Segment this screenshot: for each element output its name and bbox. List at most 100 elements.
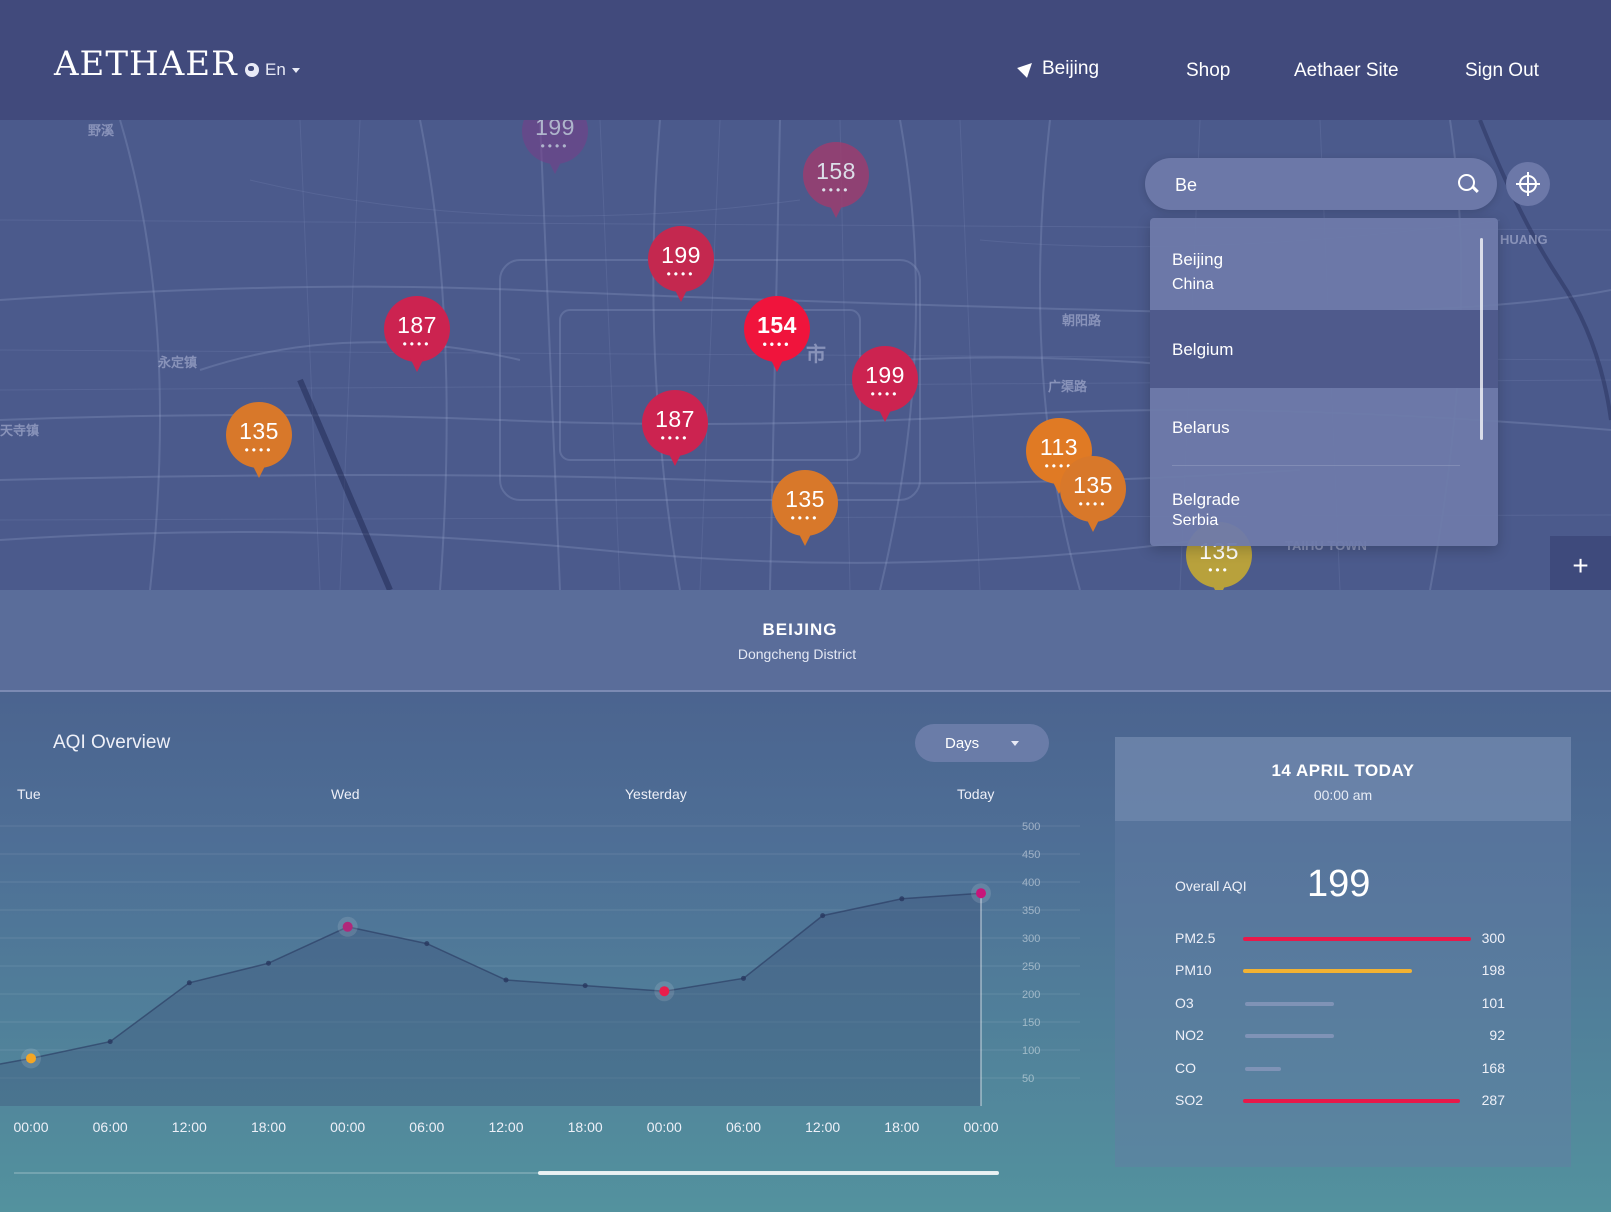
y-tick-label: 300 (1022, 933, 1040, 945)
aqi-pin[interactable]: 199 •••• (648, 226, 714, 302)
pollutant-name: NO2 (1175, 1027, 1204, 1044)
data-point[interactable] (820, 913, 826, 919)
data-point[interactable] (741, 975, 746, 981)
data-point[interactable] (107, 1039, 113, 1045)
pollutant-bar (1243, 969, 1412, 974)
nav-shop[interactable]: Shop (1186, 60, 1231, 81)
aqi-pin[interactable]: 135 •••• (226, 402, 292, 478)
time-tick-label: 00:00 (963, 1119, 998, 1135)
pollutant-bar (1243, 937, 1471, 941)
y-tick-label: 200 (1022, 989, 1040, 1001)
suggestions-scrollbar[interactable] (1480, 238, 1483, 440)
search-icon[interactable] (1458, 174, 1475, 191)
suggestion-item[interactable]: Belgrade Serbia (1150, 466, 1498, 546)
range-select-value: Days (945, 735, 980, 752)
aqi-pin[interactable]: 135 •••• (1060, 456, 1126, 532)
data-point[interactable] (582, 983, 588, 989)
suggestion-item-highlighted[interactable]: Belgium (1150, 310, 1498, 388)
pollutant-value: 198 (1481, 962, 1505, 979)
y-tick-label: 400 (1022, 877, 1040, 889)
y-tick-label: 500 (1022, 821, 1040, 833)
y-tick-label: 100 (1022, 1045, 1040, 1057)
y-tick-label: 450 (1022, 849, 1040, 861)
selected-location: BEIJING Dongcheng District (0, 590, 1611, 692)
y-tick-label: 250 (1022, 961, 1040, 973)
chevron-down-icon (1011, 741, 1019, 746)
city-search-box (1145, 158, 1497, 210)
nav-aethaer-site[interactable]: Aethaer Site (1294, 60, 1399, 81)
day-label: Yesterday (625, 786, 687, 802)
data-point[interactable] (899, 896, 905, 902)
y-tick-label: 150 (1022, 1017, 1040, 1029)
aqi-pin[interactable]: 187 •••• (384, 296, 450, 372)
time-tick-label: 12:00 (488, 1119, 523, 1135)
time-tick-label: 00:00 (647, 1119, 682, 1135)
aqi-detail-panel: 14 APRIL TODAY 00:00 am Overall AQI 199 … (1115, 737, 1571, 1167)
chart-scroll-thumb[interactable] (538, 1171, 999, 1175)
nav-sign-out[interactable]: Sign Out (1465, 60, 1539, 81)
highlight-point[interactable] (342, 921, 353, 932)
pollutant-name: PM10 (1175, 962, 1212, 979)
aqi-pin-selected[interactable]: 154 •••• (744, 296, 810, 372)
globe-icon (245, 63, 259, 77)
chart-scroll-track (14, 1172, 998, 1174)
data-point[interactable] (186, 980, 192, 986)
pollutant-bar (1245, 1066, 1281, 1071)
suggestion-name: Beijing (1172, 250, 1224, 269)
pollutant-bar (1245, 1034, 1334, 1039)
pollutant-bar (1245, 1001, 1334, 1006)
highlight-point[interactable] (659, 986, 670, 997)
time-tick-label: 12:00 (172, 1119, 207, 1135)
current-location-link[interactable]: Beijing (1017, 58, 1100, 80)
map-label: 市 (806, 344, 826, 366)
search-suggestions: Beijing China Belgium Belarus Belgrade Ser… (1150, 218, 1498, 546)
time-tick-label: 00:00 (13, 1119, 48, 1135)
aqi-pin[interactable]: 187 •••• (642, 390, 708, 466)
overall-aqi-label: Overall AQI (1175, 878, 1247, 894)
aqi-pin[interactable]: 135 •••• (772, 470, 838, 546)
language-selector[interactable]: En (245, 60, 300, 80)
map-label: 广渠路 (1048, 379, 1088, 394)
data-point[interactable] (503, 977, 509, 983)
map-label: 永定镇 (158, 355, 198, 370)
suggestion-country: China (1172, 276, 1214, 293)
location-city: BEIJING (762, 620, 838, 639)
panel-date: 14 APRIL TODAY (1271, 761, 1415, 780)
city-search-input[interactable] (1173, 172, 1447, 198)
time-tick-label: 18:00 (568, 1119, 603, 1135)
current-location-label: Beijing (1042, 58, 1100, 79)
series-area (0, 893, 981, 1106)
suggestion-item[interactable]: Belarus (1150, 388, 1498, 466)
time-tick-label: 00:00 (330, 1119, 365, 1135)
day-label: Wed (331, 786, 360, 802)
aqi-line-chart[interactable]: 50 100 150 200 250 300 350 400 450 500 00:00 06:00 1… (0, 800, 1080, 1140)
pollutant-name: CO (1175, 1059, 1196, 1076)
zoom-in-button[interactable]: + (1572, 550, 1589, 581)
time-tick-label: 06:00 (726, 1119, 761, 1135)
suggestion-name: Belarus (1172, 418, 1230, 437)
locate-me-button[interactable] (1506, 162, 1550, 206)
map-label: HUANG (1500, 232, 1548, 247)
pollutant-value: 92 (1489, 1027, 1505, 1044)
aethaer-logo[interactable]: AETHAER (54, 44, 238, 84)
suggestion-item[interactable]: Beijing China (1150, 218, 1498, 310)
data-point[interactable] (424, 941, 430, 947)
highlight-point[interactable] (976, 888, 986, 899)
y-tick-label: 350 (1022, 905, 1040, 917)
pollutant-value: 101 (1481, 994, 1505, 1011)
highlight-point[interactable] (26, 1053, 36, 1064)
map-label: 朝阳路 (1062, 313, 1102, 328)
overall-aqi-value: 199 (1307, 863, 1371, 905)
aqi-pin[interactable]: 158 •••• (803, 142, 869, 218)
pollutant-value: 168 (1481, 1059, 1505, 1076)
time-tick-label: 06:00 (409, 1119, 444, 1135)
data-point[interactable] (266, 960, 271, 966)
panel-time: 00:00 am (1313, 787, 1373, 803)
top-nav-bar: AETHAER En Beijing Shop Aethaer Site Sig… (0, 0, 1611, 120)
pollutant-value: 300 (1481, 930, 1505, 946)
y-tick-label: 50 (1022, 1073, 1034, 1085)
range-select[interactable]: Days (915, 724, 1049, 762)
aqi-pin[interactable]: 199 •••• (852, 346, 918, 422)
time-tick-label: 18:00 (251, 1119, 286, 1135)
suggestion-name: Belgrade (1172, 490, 1241, 509)
